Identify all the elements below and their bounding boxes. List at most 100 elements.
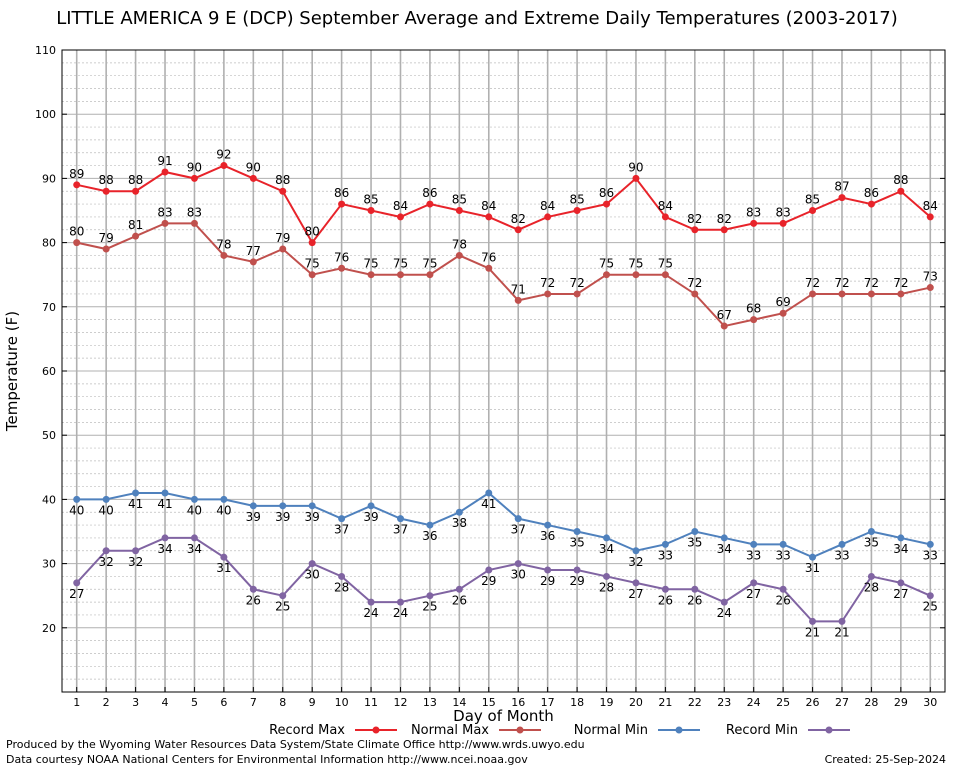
record-min-point [338,572,346,580]
record-max-data-label: 82 [717,212,732,226]
record-max-point [102,187,110,195]
normal-max-data-label: 72 [864,276,879,290]
normal-max-point [102,245,110,253]
record-max-point [720,226,728,234]
record-max-point [897,187,905,195]
record-max-data-label: 83 [746,205,761,219]
x-tick-label: 8 [279,696,286,709]
record-max-data-label: 87 [834,180,849,194]
normal-min-point [661,540,669,548]
normal-min-point [132,489,140,497]
record-min-data-label: 24 [393,606,408,620]
normal-min-point [573,528,581,535]
normal-min-data-label: 35 [569,536,584,550]
normal-max-point [809,290,817,298]
record-min-point [720,598,728,606]
legend-label-normal-min: Normal Min [574,723,648,738]
normal-min-point [779,540,787,548]
normal-min-data-label: 40 [69,503,84,517]
record-min-data-label: 27 [746,587,761,601]
x-tick-label: 3 [132,696,139,709]
record-min-data-label: 25 [422,600,437,614]
normal-max-point [279,245,287,253]
normal-max-data-label: 72 [540,276,555,290]
normal-max-point [603,271,611,279]
record-min-data-label: 31 [216,561,231,575]
normal-max-data-label: 76 [481,250,496,264]
record-max-data-label: 85 [805,193,820,207]
normal-max-data-label: 83 [157,205,172,219]
y-tick-label: 110 [35,44,56,57]
normal-min-data-label: 33 [658,548,673,562]
record-min-point [367,598,375,606]
normal-max-point [249,258,257,266]
record-min-data-label: 24 [363,606,378,620]
record-min-point [426,592,434,600]
record-min-data-label: 34 [157,542,172,556]
record-min-data-label: 27 [69,587,84,601]
record-min-point [279,592,287,600]
x-tick-label: 24 [747,696,761,709]
normal-min-point [544,521,552,529]
normal-min-data-label: 35 [864,536,879,550]
normal-min-data-label: 39 [305,510,320,524]
record-max-data-label: 86 [422,186,437,200]
record-max-data-label: 88 [275,173,290,187]
normal-max-point [779,309,787,317]
record-min-point [926,592,934,600]
normal-min-point [279,502,287,510]
footer-produced-by: Produced by the Wyoming Water Resources … [6,738,585,751]
normal-min-data-label: 34 [599,542,614,556]
record-max-data-label: 86 [864,186,879,200]
record-min-point [396,598,404,606]
record-max-data-label: 85 [452,193,467,207]
normal-max-data-label: 68 [746,302,761,316]
record-max-point [691,226,699,234]
normal-min-data-label: 41 [128,497,143,511]
y-tick-label: 40 [42,493,56,506]
record-min-data-label: 28 [334,580,349,594]
legend-label-record-max: Record Max [269,723,345,738]
record-min-data-label: 25 [275,600,290,614]
normal-min-data-label: 41 [481,497,496,511]
normal-min-data-label: 37 [511,523,526,537]
record-min-data-label: 24 [717,606,732,620]
normal-max-data-label: 72 [834,276,849,290]
normal-max-data-label: 76 [334,250,349,264]
normal-max-point [573,290,581,298]
record-min-point [838,617,846,625]
y-tick-label: 80 [42,237,56,250]
record-min-data-label: 30 [511,568,526,582]
y-axis-label: Temperature (F) [3,311,21,432]
normal-min-point [73,495,81,503]
record-min-point [485,566,493,574]
record-max-data-label: 85 [363,193,378,207]
normal-min-data-label: 33 [923,548,938,562]
record-max-point [632,174,640,182]
record-max-data-label: 83 [775,205,790,219]
normal-min-point [102,495,110,503]
normal-max-data-label: 67 [717,308,732,322]
normal-min-data-label: 33 [834,548,849,562]
legend-label-record-min: Record Min [726,723,798,738]
record-min-point [603,572,611,580]
normal-max-data-label: 72 [687,276,702,290]
record-min-point [514,560,522,568]
normal-min-point [867,528,875,535]
normal-max-data-label: 72 [893,276,908,290]
normal-max-point [455,251,463,259]
normal-max-point [720,322,728,330]
normal-max-data-label: 72 [805,276,820,290]
legend-marker-record-min [825,726,833,734]
record-max-point [426,200,434,208]
record-max-data-label: 86 [334,186,349,200]
record-max-point [73,181,81,189]
record-max-point [279,187,287,195]
record-min-data-label: 28 [599,580,614,594]
record-max-data-label: 90 [628,160,643,174]
normal-min-data-label: 39 [363,510,378,524]
normal-min-point [485,489,493,497]
normal-min-data-label: 37 [334,523,349,537]
normal-max-point [308,271,316,279]
